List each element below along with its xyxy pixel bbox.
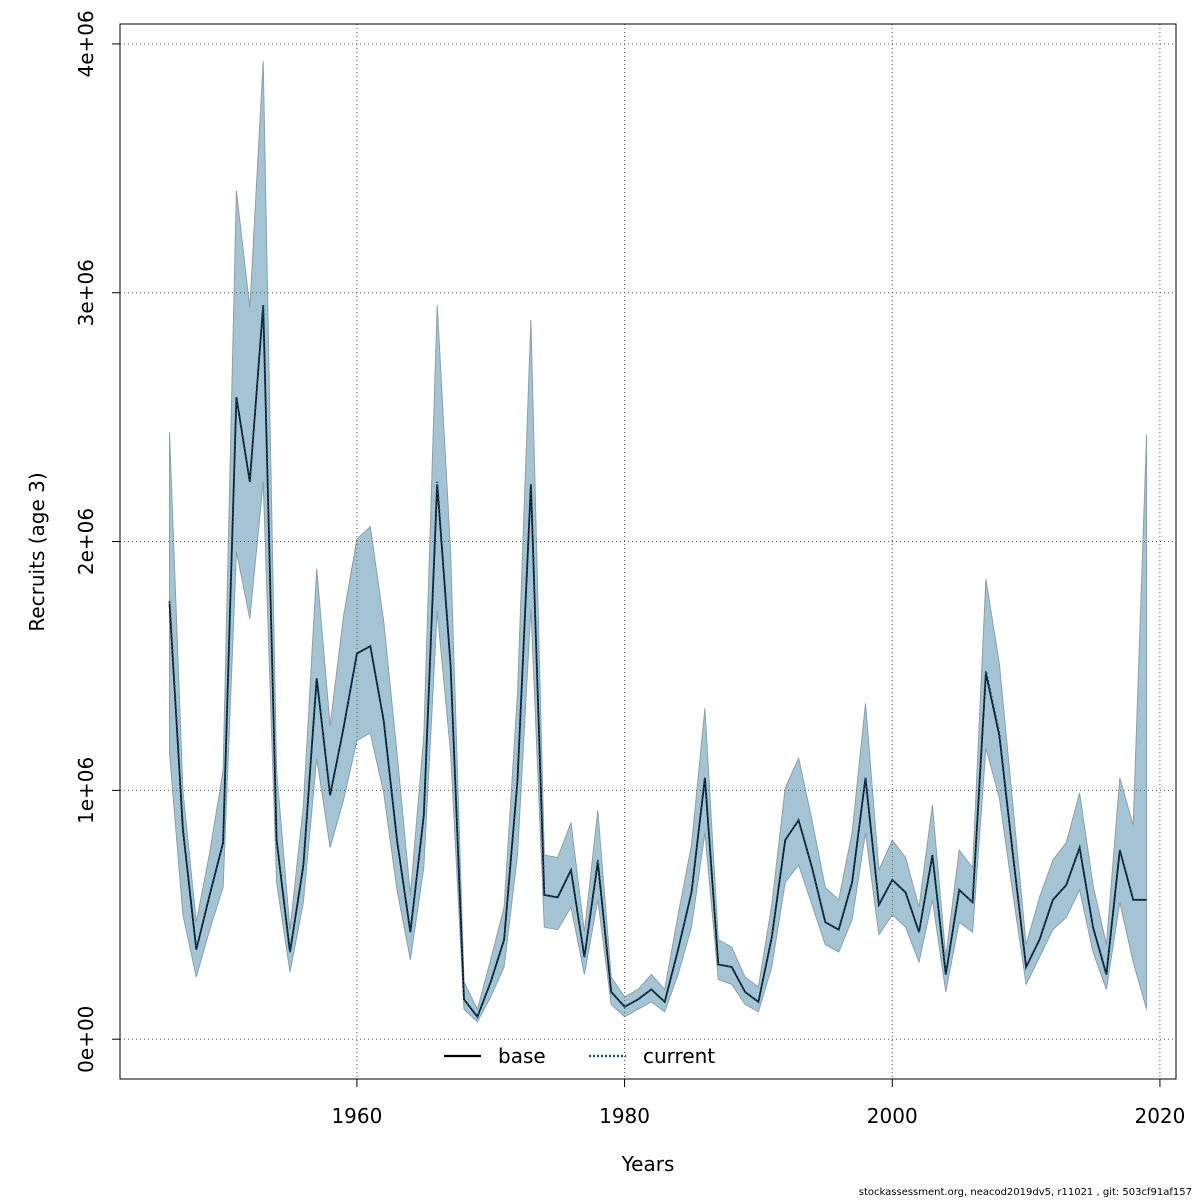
y-tick-label: 4e+06 (74, 10, 98, 77)
grid-layer (120, 24, 1176, 1079)
x-tick-label: 2000 (867, 1104, 918, 1128)
y-tick-label: 2e+06 (74, 508, 98, 575)
series-line-current (168, 305, 1147, 1019)
y-tick-label: 3e+06 (74, 259, 98, 326)
x-axis-title: Years (621, 1152, 675, 1176)
axis-layer: 1960 1980 2000 2020 0e+00 1e+06 2e+06 3e+06 4e+0… (74, 10, 1185, 1128)
series-line-layer (168, 305, 1147, 1019)
y-axis-title: Recruits (age 3) (25, 472, 49, 631)
x-tick-label: 1980 (599, 1104, 650, 1128)
x-tick-label: 2020 (1134, 1104, 1185, 1128)
y-tick-label: 1e+06 (74, 757, 98, 824)
legend: base current (444, 1044, 715, 1068)
legend-label-current: current (643, 1044, 715, 1068)
footer-credit: stockassessment.org, neacod2019dv5, r110… (858, 1187, 1192, 1198)
plot-frame (119, 23, 1177, 1080)
y-tick-label: 0e+00 (74, 1006, 98, 1073)
x-tick-label: 1960 (331, 1104, 382, 1128)
legend-label-base: base (498, 1044, 546, 1068)
